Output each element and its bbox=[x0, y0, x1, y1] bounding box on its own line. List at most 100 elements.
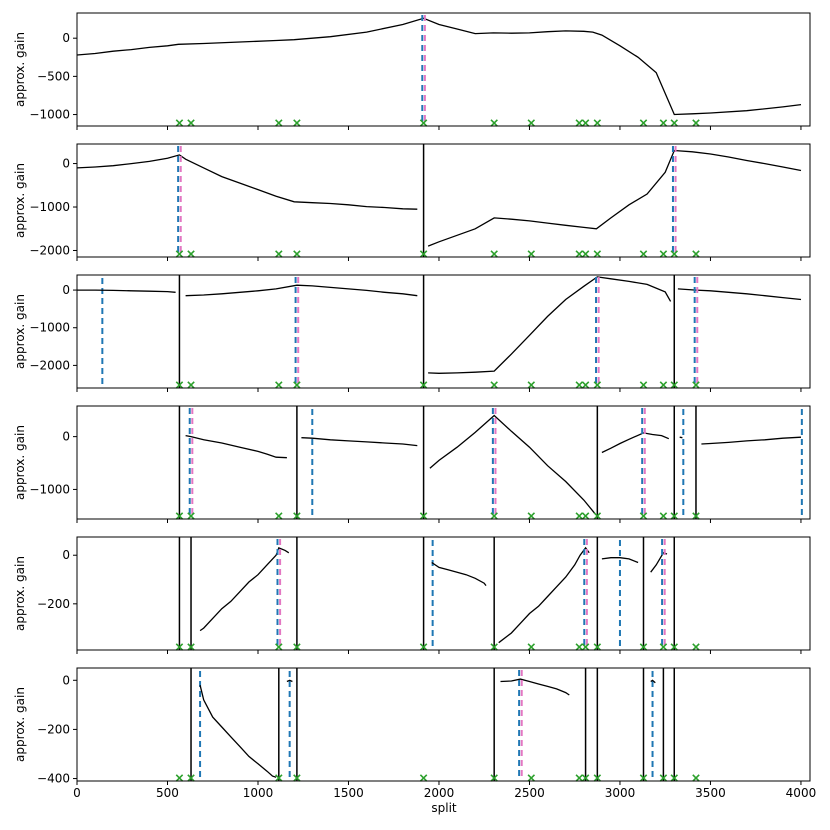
candidate-marker bbox=[293, 512, 301, 520]
candidate-marker bbox=[670, 119, 679, 127]
candidate-marker bbox=[659, 119, 668, 127]
candidate-marker bbox=[581, 512, 590, 520]
candidate-marker bbox=[692, 381, 700, 389]
gain-curve bbox=[679, 436, 683, 439]
y-tick-label: 0 bbox=[62, 548, 70, 562]
y-tick-label: 0 bbox=[62, 31, 70, 45]
candidate-marker bbox=[639, 512, 648, 520]
candidate-marker bbox=[659, 250, 668, 258]
candidate-marker bbox=[593, 643, 602, 651]
y-axis-label: approx. gain bbox=[13, 294, 27, 369]
candidate-marker bbox=[490, 381, 498, 389]
candidate-marker bbox=[527, 250, 536, 258]
gain-curve bbox=[601, 557, 639, 564]
gain-curve bbox=[677, 288, 802, 301]
plot-area-4 bbox=[178, 406, 803, 519]
y-tick-label: 0 bbox=[62, 283, 70, 297]
y-axis-label: approx. gain bbox=[13, 425, 27, 500]
y-tick-label: −400 bbox=[37, 772, 70, 786]
x-tick-label: 2500 bbox=[514, 786, 545, 800]
x-tick-label: 1000 bbox=[243, 786, 274, 800]
gain-curve bbox=[428, 276, 672, 374]
candidate-marker bbox=[581, 643, 590, 651]
candidate-marker bbox=[187, 774, 195, 782]
panel-6: 0 −200 −400 approx. gain 0 500 1000 1500 2000 250… bbox=[13, 667, 816, 800]
candidate-marker bbox=[490, 512, 498, 520]
candidate-marker bbox=[581, 250, 590, 258]
candidate-marker bbox=[527, 119, 536, 127]
candidate-marker bbox=[275, 512, 283, 520]
candidate-marker bbox=[659, 643, 668, 651]
gain-curve bbox=[427, 149, 802, 247]
gain-curve bbox=[650, 679, 656, 684]
y-axis-label: approx. gain bbox=[13, 556, 27, 631]
candidate-marker bbox=[575, 643, 584, 651]
candidate-marker bbox=[419, 512, 428, 520]
candidate-marker bbox=[692, 119, 700, 127]
x-tick-label: 2000 bbox=[424, 786, 455, 800]
candidate-marker bbox=[575, 512, 584, 520]
candidate-marker bbox=[659, 774, 668, 782]
candidate-marker bbox=[659, 381, 668, 389]
x-tick-label: 3500 bbox=[695, 786, 726, 800]
x-tick-label: 0 bbox=[73, 786, 81, 800]
candidate-marker bbox=[275, 774, 283, 782]
y-tick-label: −200 bbox=[37, 597, 70, 611]
candidate-marker bbox=[275, 250, 283, 258]
x-tick-label: 3000 bbox=[605, 786, 636, 800]
axes-frame bbox=[76, 12, 811, 127]
candidate-marker bbox=[593, 119, 602, 127]
candidate-marker bbox=[175, 250, 184, 258]
candidate-marker bbox=[275, 119, 283, 127]
axes-frame bbox=[76, 274, 811, 389]
gain-curve bbox=[77, 17, 802, 116]
x-tick-label: 1500 bbox=[333, 786, 364, 800]
candidate-marker bbox=[293, 381, 301, 389]
y-axis-label: approx. gain bbox=[13, 687, 27, 762]
candidate-marker bbox=[490, 250, 498, 258]
candidate-marker bbox=[527, 512, 536, 520]
y-axis-label: approx. gain bbox=[13, 163, 27, 238]
candidate-marker bbox=[175, 774, 184, 782]
axes-frame bbox=[76, 667, 811, 782]
candidate-marker bbox=[581, 381, 590, 389]
plot-area-6 bbox=[190, 668, 676, 781]
axes-frame bbox=[76, 536, 811, 651]
candidate-marker bbox=[490, 119, 498, 127]
candidate-marker bbox=[293, 774, 301, 782]
candidate-marker bbox=[275, 381, 283, 389]
candidate-marker bbox=[575, 119, 584, 127]
candidate-marker bbox=[175, 643, 184, 651]
candidate-marker bbox=[581, 119, 590, 127]
candidate-marker bbox=[692, 250, 700, 258]
candidate-marker bbox=[659, 512, 668, 520]
candidate-marker bbox=[527, 643, 536, 651]
candidate-marker bbox=[187, 512, 195, 520]
candidate-marker bbox=[581, 774, 590, 782]
candidate-marker bbox=[670, 643, 679, 651]
candidate-marker bbox=[639, 119, 648, 127]
candidate-marker bbox=[419, 119, 428, 127]
candidate-marker bbox=[593, 774, 602, 782]
x-tick-label: 500 bbox=[156, 786, 179, 800]
y-tick-label: −200 bbox=[37, 722, 70, 736]
candidate-marker bbox=[692, 774, 700, 782]
candidate-marker bbox=[639, 643, 648, 651]
gain-curve bbox=[429, 414, 596, 514]
y-axis-label: approx. gain bbox=[13, 32, 27, 107]
gain-curve bbox=[701, 436, 802, 445]
gain-curve bbox=[77, 289, 176, 293]
axes-frame bbox=[76, 143, 811, 258]
candidate-marker bbox=[187, 119, 195, 127]
y-tick-label: −2000 bbox=[29, 243, 70, 257]
candidate-marker bbox=[593, 250, 602, 258]
gain-curve bbox=[199, 547, 290, 632]
candidate-marker bbox=[527, 774, 536, 782]
gain-curve bbox=[185, 434, 287, 459]
candidate-marker bbox=[293, 643, 301, 651]
